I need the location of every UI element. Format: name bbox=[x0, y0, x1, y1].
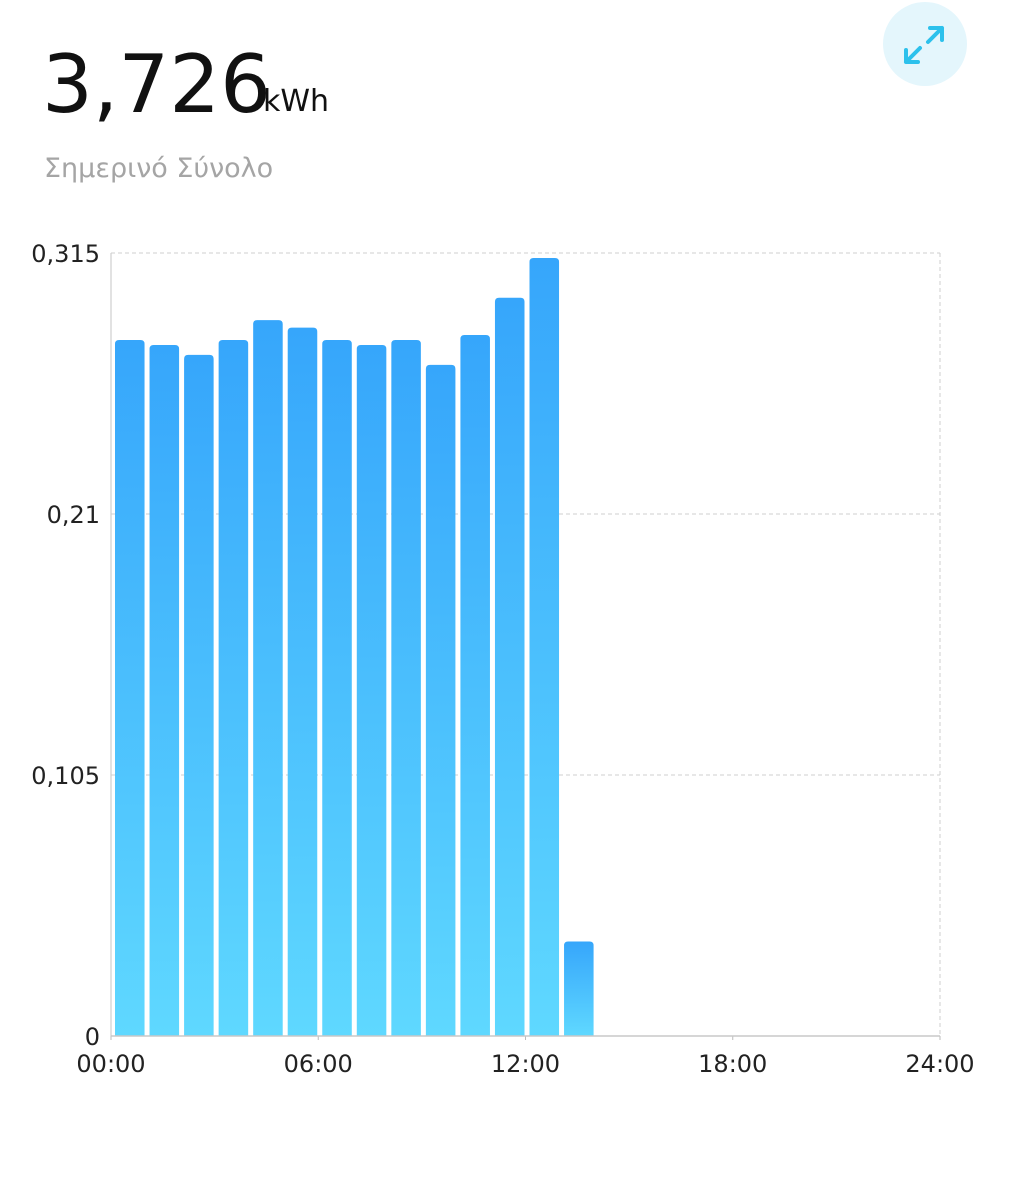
bar bbox=[322, 340, 352, 1036]
bar bbox=[115, 340, 145, 1036]
total-unit: kWh bbox=[263, 84, 329, 119]
x-tick-label: 12:00 bbox=[491, 1050, 560, 1078]
bar bbox=[529, 257, 560, 1036]
bar bbox=[391, 340, 421, 1036]
plot: 0 0,105 0,21 0,315 00:00 06:00 12:00 18:00 24:00 bbox=[31, 240, 974, 1078]
bar bbox=[425, 364, 456, 1036]
bar bbox=[564, 941, 594, 1036]
x-tick-label: 24:00 bbox=[905, 1050, 974, 1078]
y-tick-label: 0,105 bbox=[31, 762, 100, 790]
bar bbox=[494, 297, 525, 1036]
y-tick-label: 0,21 bbox=[47, 501, 100, 529]
bar bbox=[184, 354, 214, 1036]
x-tick-label: 18:00 bbox=[698, 1050, 767, 1078]
y-tick-label: 0,315 bbox=[31, 240, 100, 268]
subtitle: Σημερινό Σύνολο bbox=[44, 153, 273, 184]
expand-button[interactable] bbox=[883, 2, 967, 86]
expand-icon[interactable] bbox=[904, 26, 944, 64]
expand-button-bg[interactable] bbox=[883, 2, 967, 86]
bar bbox=[287, 327, 318, 1037]
total-value: 3,726 bbox=[42, 38, 271, 131]
x-tick-label: 00:00 bbox=[76, 1050, 145, 1078]
bar bbox=[356, 344, 387, 1036]
bar bbox=[149, 344, 180, 1036]
bar bbox=[253, 320, 283, 1037]
y-tick-label: 0 bbox=[85, 1023, 100, 1051]
bar bbox=[218, 340, 249, 1036]
x-tick-label: 06:00 bbox=[284, 1050, 353, 1078]
bar bbox=[460, 335, 490, 1036]
